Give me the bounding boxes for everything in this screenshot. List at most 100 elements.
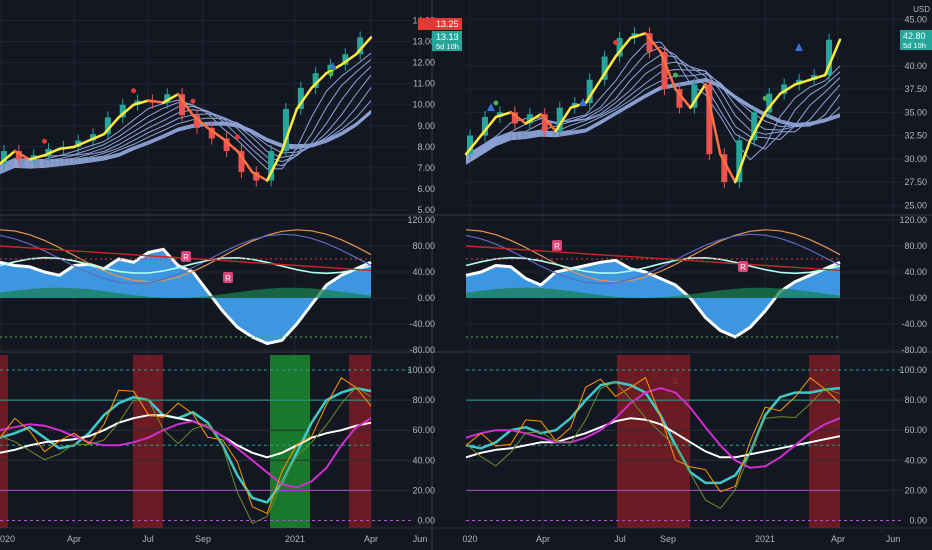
right-price-tick: 45.00 (904, 14, 927, 24)
left-candle-body (164, 94, 171, 103)
right-price-tick: 30.00 (904, 154, 927, 164)
left-price-tag-upper (432, 18, 462, 30)
right-osc-mint-line (465, 256, 841, 275)
left-r-marker-label: R (225, 274, 231, 283)
right-price-line-segment (584, 78, 602, 105)
right-osc-green-area (466, 287, 840, 298)
left-osc-tick: 120.00 (407, 215, 435, 225)
right-signal-dot (672, 72, 678, 78)
left-signal-zone (349, 355, 371, 528)
left-signal-dot (190, 98, 196, 104)
right-price-line-segment (674, 87, 692, 109)
right-x-tick: Apr (536, 534, 550, 544)
left-price-line-segment (295, 86, 313, 111)
left-x-tick: Jun (413, 534, 428, 544)
right-osc-tick: 40.00 (904, 267, 927, 277)
right-price-line-segment (734, 138, 752, 184)
right-ma-ribbon-line (465, 73, 841, 161)
right-signal-zone (617, 355, 690, 528)
right-up-triangle (795, 43, 803, 51)
right-rsi-olive-line (465, 381, 841, 509)
left-x-tick: 020 (0, 534, 15, 544)
left-candle-body (223, 138, 230, 152)
left-price-line-segment (265, 149, 284, 182)
right-price-line-segment (704, 83, 722, 156)
left-price-line-segment (147, 99, 165, 104)
left-x-tick: Apr (364, 534, 378, 544)
right-x-tick: 2021 (755, 534, 775, 544)
left-rsi-white-line (0, 414, 372, 459)
right-price-line-segment (659, 50, 677, 91)
right-price-line-segment (539, 112, 558, 133)
left-osc-edge-line (0, 247, 372, 345)
left-ma-ribbon-line (0, 111, 372, 174)
left-candle-body (282, 108, 289, 152)
left-signal-dot (131, 88, 137, 94)
right-candle-body (721, 154, 728, 183)
left-candle-body (193, 115, 200, 128)
left-price-line-segment (43, 147, 61, 157)
left-ma-ribbon-line (0, 109, 372, 172)
left-candle-body (15, 151, 22, 160)
left-price-tick: 10.00 (412, 100, 435, 110)
right-candle-body (691, 84, 698, 108)
left-x-tick: 2021 (285, 534, 305, 544)
left-price-tag-upper (418, 18, 432, 30)
left-signal-dot (328, 71, 334, 77)
left-ma-ribbon-line (0, 52, 372, 170)
left-price-tick: 9.00 (417, 121, 435, 131)
right-price-tag-sub: 5d 10h (903, 41, 926, 50)
right-osc-red-trend (465, 245, 841, 272)
left-candle-body (119, 104, 126, 118)
right-osc-tick: -40.00 (901, 319, 927, 329)
right-candle-body (556, 107, 563, 131)
left-rsi-tick: 60.00 (412, 425, 435, 435)
left-price-line-segment (191, 114, 210, 130)
left-r-marker (181, 251, 191, 262)
right-up-triangle (579, 98, 587, 106)
left-price-line-segment (340, 52, 358, 66)
right-price-tick: 27.50 (904, 177, 927, 187)
right-r-marker-label: R (740, 263, 746, 272)
right-rsi-white-line (465, 417, 841, 459)
right-rsi-tick: 40.00 (904, 455, 927, 465)
right-price-line-segment (524, 112, 543, 125)
left-signal-dot (42, 138, 48, 144)
right-ma-ribbon-line (465, 61, 841, 159)
right-candle-body (826, 39, 833, 76)
right-up-triangle (487, 103, 495, 111)
right-candle-body (601, 56, 608, 80)
right-candle-body (706, 84, 713, 155)
left-price-line-segment (117, 103, 135, 119)
left-rsi-cyan-line (0, 386, 372, 504)
right-price-tag (900, 30, 932, 50)
right-price-line-segment (509, 111, 528, 125)
left-price-line-segment (310, 71, 328, 90)
right-rsi-tick: 0.00 (909, 515, 927, 525)
left-osc-tick: 40.00 (412, 267, 435, 277)
right-rsi-magenta-line (465, 387, 841, 469)
right-price-line-segment (778, 83, 797, 95)
left-price-tick: 11.00 (413, 79, 435, 89)
left-price-line-segment (58, 145, 76, 151)
left-candle-body (45, 148, 52, 156)
right-ma-ribbon-line (465, 69, 841, 160)
left-price-line-segment (251, 170, 269, 182)
left-price-line-segment (102, 116, 120, 136)
right-rsi-cyan-line (465, 380, 841, 485)
right-signal-dot (613, 40, 619, 46)
left-x-tick: Sep (195, 534, 211, 544)
right-price-tick: 35.00 (904, 107, 927, 117)
left-price-line-segment (280, 107, 299, 153)
left-price-line-segment (72, 139, 91, 149)
right-rsi-tick: 20.00 (904, 485, 927, 495)
left-rsi-tick: 0.00 (417, 515, 435, 525)
right-ma-ribbon-line (465, 78, 841, 162)
left-osc-green-area (0, 287, 371, 298)
right-x-tick: Jul (614, 534, 626, 544)
left-price-tag-lower-sub: 5d 10h (436, 42, 459, 51)
left-candle-body (90, 134, 97, 141)
right-price-tick: 40.00 (904, 61, 927, 71)
left-osc-tick: -40.00 (409, 319, 435, 329)
right-price-line-segment (719, 152, 737, 184)
